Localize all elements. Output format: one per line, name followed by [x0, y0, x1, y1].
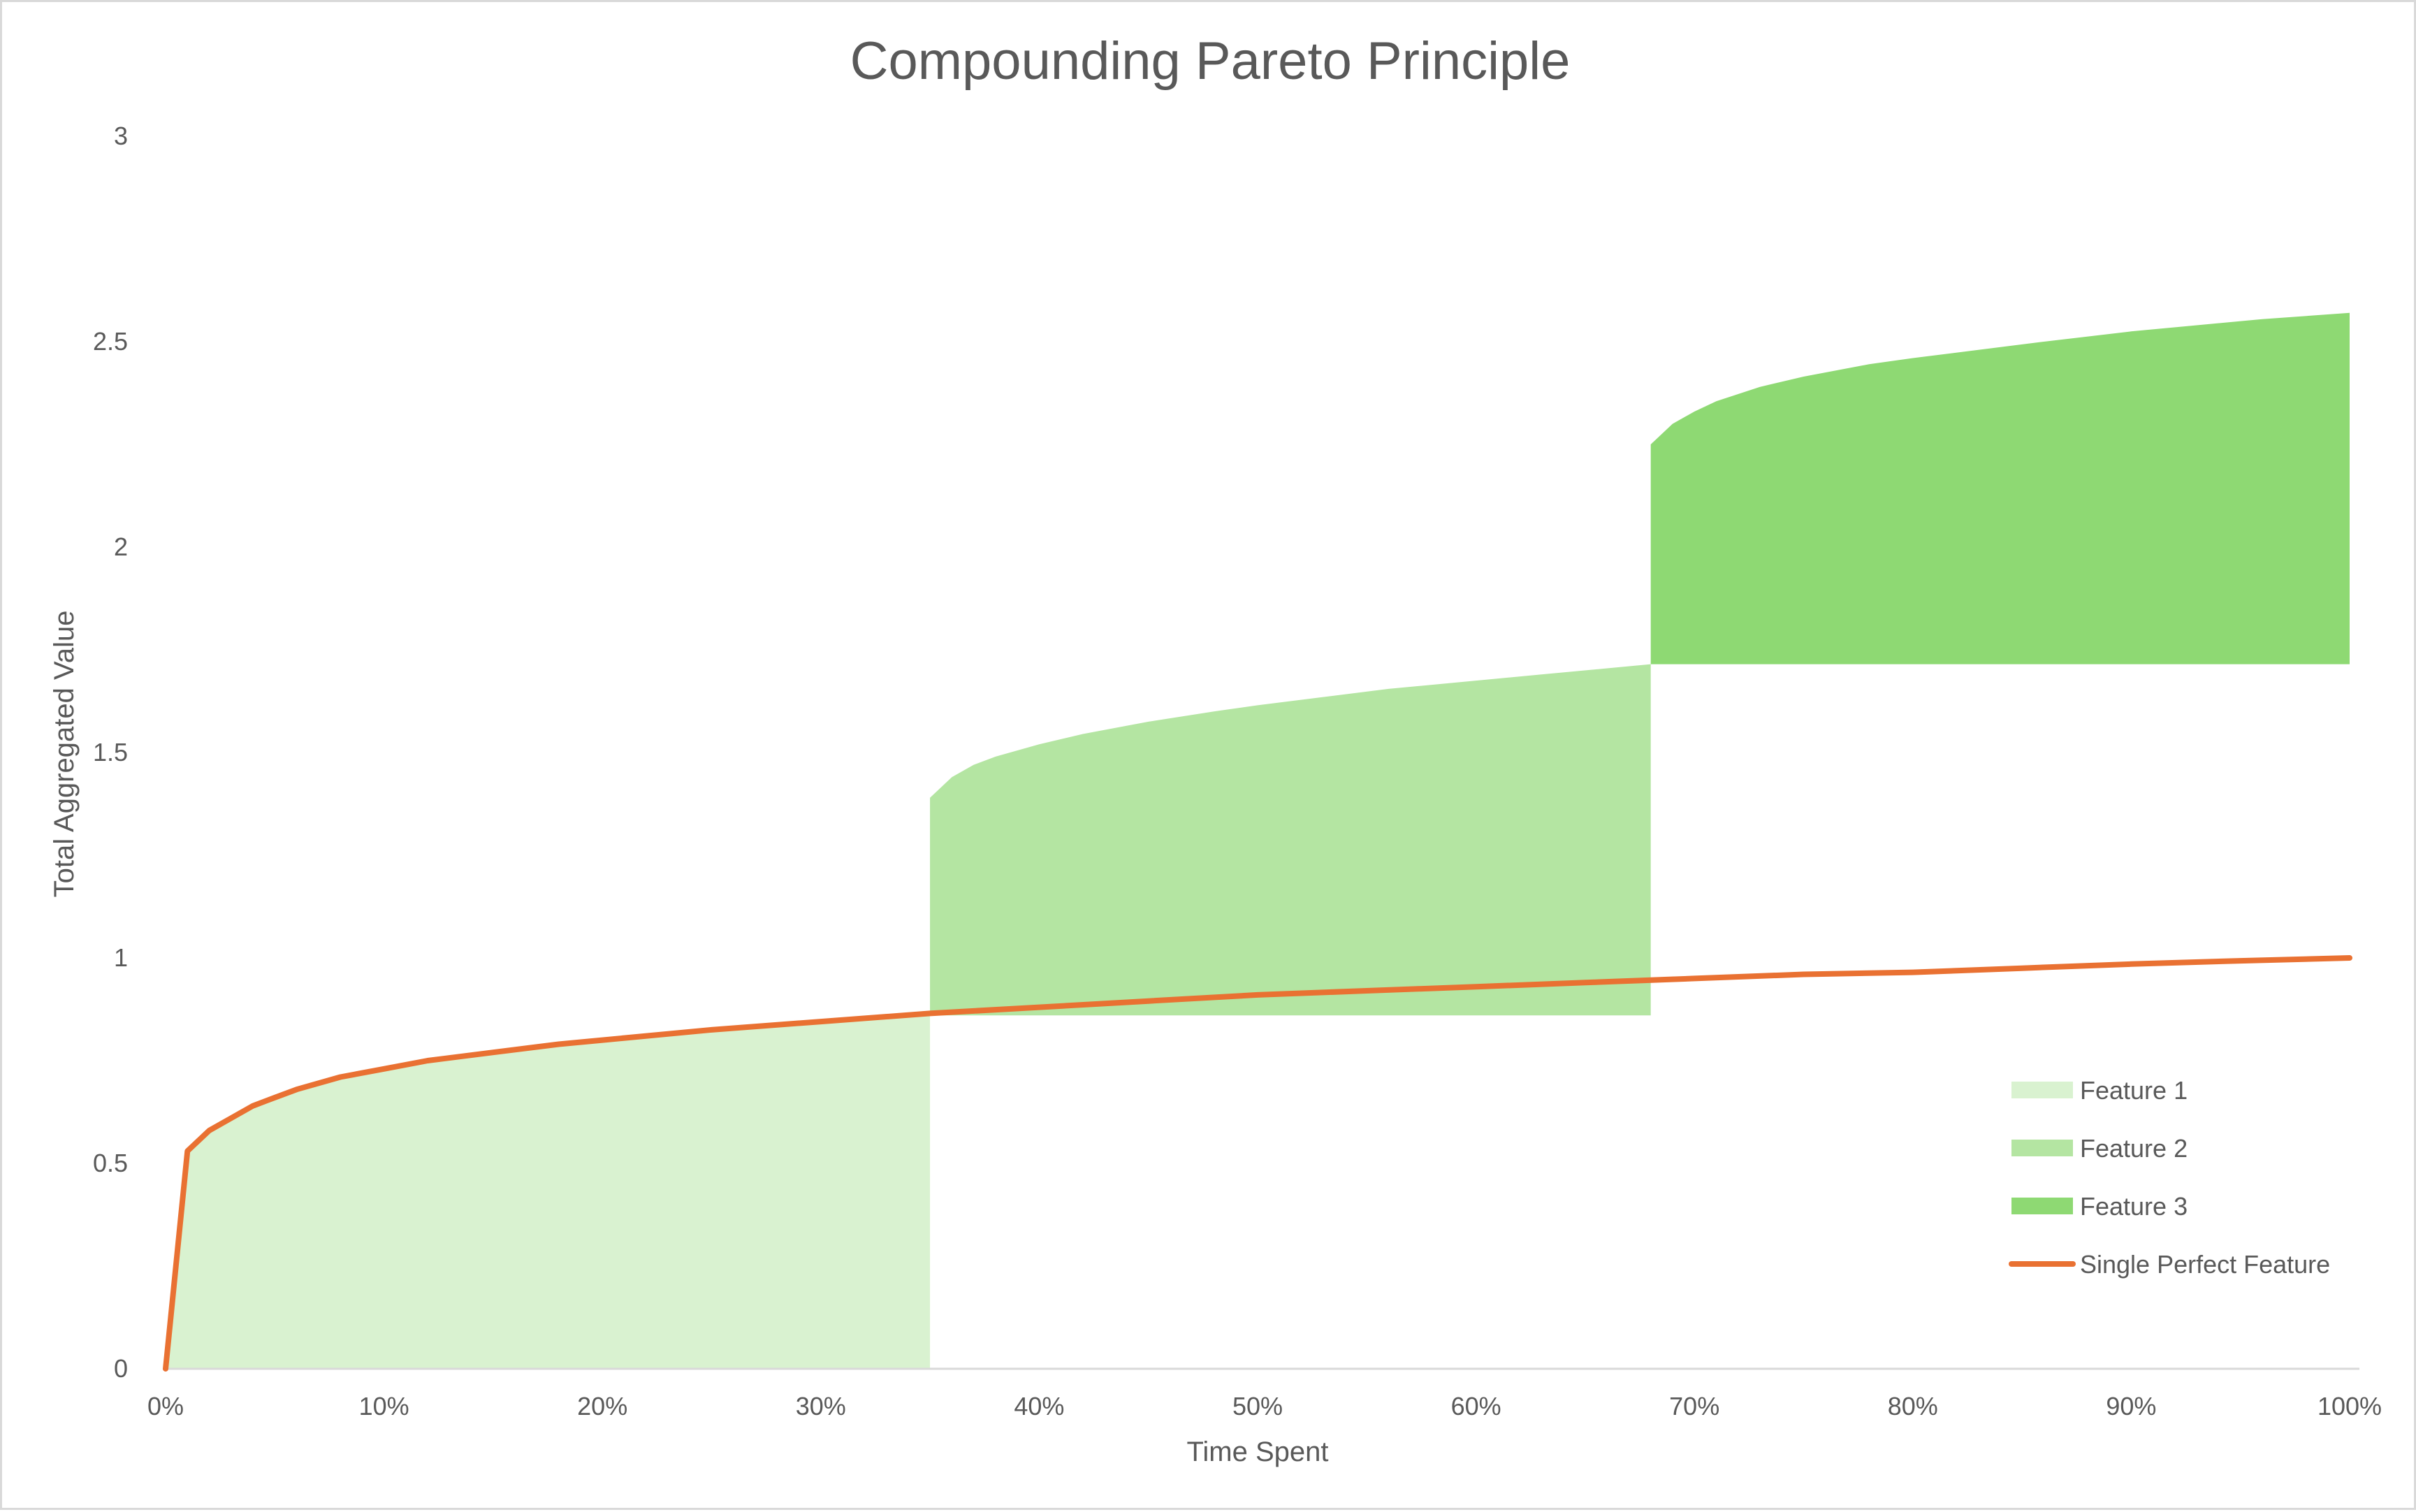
chart-title: Compounding Pareto Principle: [850, 31, 1571, 91]
x-tick-label: 90%: [2106, 1392, 2156, 1420]
legend-label-feature-1: Feature 1: [2080, 1076, 2188, 1105]
areas-layer: [166, 312, 2350, 1369]
legend-label-feature-3: Feature 3: [2080, 1192, 2188, 1221]
lines-layer: [163, 955, 2352, 1372]
line-single-perfect-feature: [163, 955, 2352, 1372]
x-tick-label: 70%: [1669, 1392, 1719, 1420]
legend-label-single-perfect-feature: Single Perfect Feature: [2080, 1250, 2330, 1279]
legend-swatch-feature-1: [2011, 1082, 2073, 1098]
area-feature-2: [930, 664, 1651, 1016]
area-feature-3: [1650, 312, 2350, 664]
y-tick-label: 1.5: [93, 738, 128, 766]
y-axis-title: Total Aggregated Value: [49, 611, 80, 898]
y-tick-labels: 0 0.5 1 1.5 2 2.5 3: [93, 122, 128, 1383]
y-tick-label: 3: [114, 122, 128, 150]
x-tick-label: 100%: [2317, 1392, 2382, 1420]
x-tick-label: 10%: [359, 1392, 409, 1420]
x-tick-label: 20%: [577, 1392, 627, 1420]
area-feature-1: [166, 1013, 931, 1369]
y-tick-label: 1: [114, 943, 128, 972]
x-tick-label: 50%: [1232, 1392, 1283, 1420]
x-tick-label: 0%: [147, 1392, 184, 1420]
x-axis-title: Time Spent: [1186, 1437, 1328, 1467]
legend: Feature 1 Feature 2 Feature 3 Single Perfec…: [2009, 1076, 2330, 1279]
x-tick-label: 30%: [796, 1392, 846, 1420]
x-tick-label: 60%: [1451, 1392, 1501, 1420]
y-tick-label: 2: [114, 532, 128, 561]
legend-swatch-feature-2: [2011, 1140, 2073, 1156]
legend-label-feature-2: Feature 2: [2080, 1134, 2188, 1163]
y-tick-label: 2.5: [93, 327, 128, 356]
x-tick-label: 40%: [1014, 1392, 1064, 1420]
legend-swatch-feature-3: [2011, 1198, 2073, 1214]
y-tick-label: 0: [114, 1354, 128, 1383]
x-tick-label: 80%: [1888, 1392, 1938, 1420]
y-tick-label: 0.5: [93, 1149, 128, 1177]
x-tick-labels: 0% 10% 20% 30% 40% 50% 60% 70% 80% 90% 100%: [147, 1392, 2382, 1420]
